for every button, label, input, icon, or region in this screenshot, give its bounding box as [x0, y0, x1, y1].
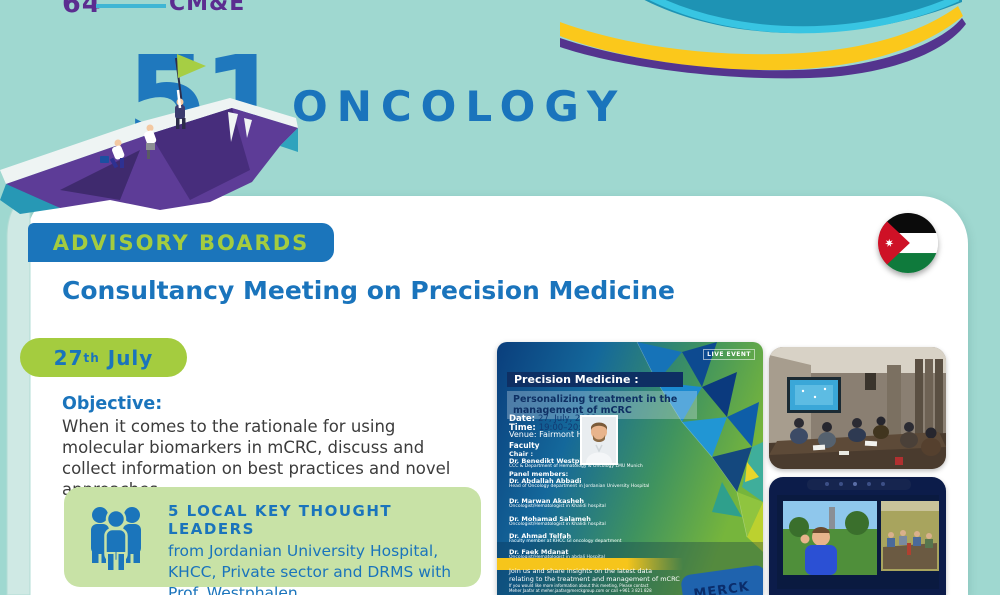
- objective-body: When it comes to the rationale for using…: [62, 417, 451, 499]
- poster-time: Time: 19:00–20:30: [509, 423, 592, 433]
- panel-member-name: Dr. Marwan Akasheh: [509, 497, 585, 505]
- page-number: 64: [62, 0, 102, 19]
- date-badge-ordinal: th: [83, 350, 100, 365]
- poster-footer-note: Join us and share insights on the latest…: [509, 567, 680, 583]
- panel-member-name: Dr. Ahmad Telfah: [509, 532, 572, 540]
- poster-panel-label: Panel members:: [509, 470, 569, 478]
- poster-faculty-label: Faculty: [509, 441, 540, 450]
- panel-member-affiliation: Head of Oncology department in Jordanian…: [509, 484, 650, 489]
- publication-name: CM&E: [169, 0, 246, 16]
- key-leaders-highlight-box: 5 LOCAL KEY THOUGHT LEADERS from Jordani…: [64, 487, 481, 595]
- date-badge-month: July: [107, 345, 154, 370]
- poster-subtitle-line2: management of mCRC: [513, 405, 632, 416]
- section-title-oncology: ONCOLOGY: [292, 82, 627, 131]
- climber-figures: [100, 89, 186, 169]
- poster-time-label: Time:: [509, 423, 536, 433]
- mountain-climbers-illustration: [0, 54, 298, 214]
- event-poster: MERCK LIVE EVENT Precision Medicine : Pe…: [497, 342, 763, 595]
- live-event-badge: LIVE EVENT: [703, 349, 755, 360]
- meeting-title: Consultancy Meeting on Precision Medicin…: [62, 276, 675, 305]
- merck-logo: MERCK: [681, 565, 763, 595]
- panel-member-name: Dr. Abdallah Abbadi: [509, 477, 582, 485]
- room-feed-tile: [881, 501, 939, 571]
- chair-headshot-photo: [580, 415, 618, 465]
- key-leaders-line1: from Jordanian University Hospital,: [168, 542, 439, 560]
- poster-title: Precision Medicine :: [514, 373, 639, 386]
- panel-member-affiliation: Oncologist/Hematologist in Khalidi hospi…: [509, 522, 606, 527]
- panel-member-affiliation: Oncologist/Hematologist in Khalidi hospi…: [509, 504, 606, 509]
- poster-title-bar: Precision Medicine :: [507, 372, 683, 387]
- gold-accent-bar: [497, 558, 683, 570]
- poster-date-value: 27, July, 2022: [538, 414, 597, 424]
- video-call-photo: [769, 477, 946, 595]
- key-leaders-title: 5 LOCAL KEY THOUGHT LEADERS: [168, 502, 393, 538]
- panel-member-name: Dr. Mohamad Salameh: [509, 515, 591, 523]
- poster-chair-label: Chair :: [509, 450, 534, 458]
- poster-chair-affiliation: CCC & Department of Hematology & Oncolog…: [509, 464, 643, 469]
- remote-speaker-tile: [783, 501, 877, 575]
- poster-date: Date: 27, July, 2022: [509, 414, 597, 424]
- objective-heading: Objective:: [62, 394, 163, 414]
- poster-fine-print: If you would like more information about…: [509, 583, 652, 593]
- panel-member-affiliation: Faculty member at KHCC GI oncology depar…: [509, 539, 622, 544]
- header-divider-line: [96, 4, 166, 8]
- date-badge-day: 27: [53, 345, 84, 370]
- poster-time-value: 19:00–20:30: [538, 423, 592, 433]
- key-leaders-text: 5 LOCAL KEY THOUGHT LEADERS from Jordani…: [168, 502, 468, 595]
- poster-subtitle-line1: Personalizing treatment in the: [513, 394, 678, 405]
- panel-member-affiliation: Oncologist/Hematologist in abdali Hospit…: [509, 555, 605, 560]
- objective-section: Objective: When it comes to the rational…: [62, 394, 482, 500]
- meeting-room-photo: [769, 347, 946, 469]
- people-group-icon: [91, 507, 141, 571]
- poster-venue-label: Venue:: [509, 430, 537, 439]
- advisory-boards-label: ADVISORY BOARDS: [52, 230, 310, 255]
- advisory-boards-banner: ADVISORY BOARDS: [28, 223, 334, 262]
- poster-chair-name: Dr. Benedikt Westphalen: [509, 457, 600, 465]
- poster-date-label: Date:: [509, 414, 536, 424]
- poster-venue-value: Fairmont Hotel: [539, 430, 598, 439]
- jordan-flag: [878, 213, 938, 273]
- attendee-silhouettes: [790, 416, 941, 456]
- footer-note-line1: Join us and share insights on the latest…: [509, 567, 653, 575]
- poster-subtitle: Personalizing treatment in the managemen…: [507, 391, 697, 419]
- poster-venue: Venue: Fairmont Hotel: [509, 430, 598, 439]
- footer-note-line2: relating to the treatment and management…: [509, 574, 680, 583]
- decorative-waves: [560, 0, 966, 79]
- key-leaders-line2: KHCC, Private sector and DRMS with: [168, 563, 452, 581]
- key-leaders-line3: Prof. Westphalen.: [168, 584, 303, 595]
- summit-flag-icon: [177, 54, 206, 78]
- panel-member-name: Dr. Faek Mdanat: [509, 548, 569, 556]
- wall-screen: [787, 377, 841, 413]
